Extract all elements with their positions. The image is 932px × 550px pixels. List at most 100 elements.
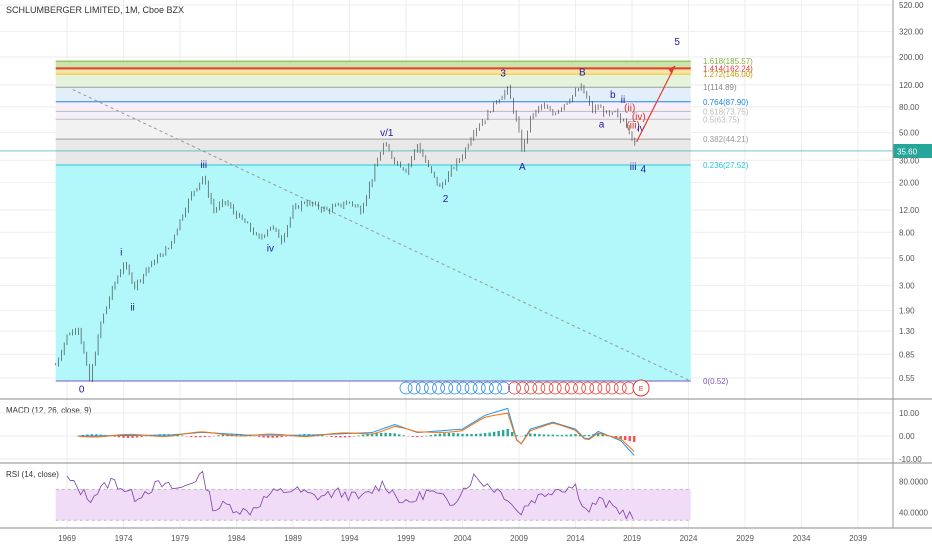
time-tick-label: 2014 xyxy=(567,534,585,543)
rsi-title: RSI (14, close) xyxy=(6,470,59,479)
cyan-zone xyxy=(55,164,691,382)
macd-histogram-bar xyxy=(492,431,496,437)
event-circle xyxy=(605,381,619,395)
price-tick-label: 3.00 xyxy=(899,282,915,291)
macd-histogram-bar xyxy=(86,434,89,437)
macd-histogram-bar xyxy=(488,432,491,437)
wave-label: 4 xyxy=(641,164,647,175)
macd-histogram-bar xyxy=(465,433,469,437)
event-circle xyxy=(540,381,554,395)
macd-histogram-bar xyxy=(370,433,374,437)
macd-histogram-bar xyxy=(257,436,261,437)
event-circle xyxy=(565,381,578,395)
macd-histogram-bar xyxy=(239,434,243,437)
time-tick-label: 2019 xyxy=(623,534,641,543)
macd-histogram-bar xyxy=(366,434,369,437)
macd-tick-label: -10.00 xyxy=(899,455,922,464)
price-tick-label: 12.00 xyxy=(899,206,920,215)
macd-histogram-bar xyxy=(388,433,392,437)
wave-label: ii xyxy=(621,95,625,106)
fib-label: 1.414(162.24) xyxy=(703,64,753,73)
event-circle xyxy=(472,381,486,395)
macd-histogram-bar xyxy=(343,436,347,438)
fib-label: 0.236(27.52) xyxy=(703,161,749,170)
time-tick-label: 2039 xyxy=(849,534,867,543)
macd-histogram-bar xyxy=(483,433,487,437)
macd-histogram-bar xyxy=(452,433,455,437)
price-tick-label: 520.00 xyxy=(899,1,924,10)
wave-label: B xyxy=(579,67,586,78)
macd-histogram-bar xyxy=(113,436,116,437)
fib-label: 0.764(87.90) xyxy=(703,98,749,107)
macd-histogram-bar xyxy=(614,436,618,439)
last-price-tag xyxy=(893,143,932,158)
zone-1272 xyxy=(55,68,691,75)
time-tick-label: 2029 xyxy=(736,534,754,543)
macd-histogram-bar xyxy=(624,436,627,441)
event-circle xyxy=(548,381,562,395)
macd-histogram-bar xyxy=(479,433,482,437)
event-circle xyxy=(613,381,627,395)
price-tick-label: 5.00 xyxy=(899,254,915,263)
event-circle xyxy=(399,381,413,395)
macd-histogram-bar xyxy=(122,436,125,438)
projection-arrow xyxy=(635,65,676,143)
event-circle xyxy=(448,381,462,395)
macd-histogram-bar xyxy=(542,434,546,437)
macd-histogram-bar xyxy=(587,434,591,437)
event-circle xyxy=(524,381,538,395)
macd-histogram-bar xyxy=(375,433,378,437)
time-tick-label: 1979 xyxy=(171,534,189,543)
macd-histogram-bar xyxy=(330,436,333,437)
macd-histogram-bar xyxy=(605,435,609,437)
macd-histogram-bar xyxy=(95,434,98,437)
macd-histogram-bar xyxy=(560,434,564,437)
fib-label: 1.618(185.57) xyxy=(703,57,753,66)
wave-label: a xyxy=(599,119,605,130)
macd-histogram-bar xyxy=(339,436,342,438)
macd-histogram-bar xyxy=(379,432,383,437)
event-circles: E xyxy=(399,379,650,397)
zone-0764 xyxy=(55,87,691,102)
macd-histogram-bar xyxy=(402,435,405,437)
macd-histogram-bar xyxy=(447,432,451,437)
macd-histogram-bar xyxy=(190,436,193,437)
fib-label: 0.5(63.75) xyxy=(703,115,740,124)
macd-histogram-bar xyxy=(556,434,559,437)
macd-histogram-bar xyxy=(574,434,577,437)
macd-histogram-bar xyxy=(619,436,622,439)
macd-histogram-bar xyxy=(352,436,356,437)
macd-histogram-bar xyxy=(443,433,446,437)
event-circle xyxy=(597,381,611,395)
macd-histogram-bar xyxy=(135,436,139,438)
macd-histogram-bar xyxy=(262,436,265,438)
macd-histogram-bar xyxy=(117,436,121,438)
wave-label: 3 xyxy=(500,68,506,79)
fib-label: 0(0.52) xyxy=(703,377,729,386)
rsi-tick-label: 40.0000 xyxy=(899,509,928,518)
time-tick-label: 1994 xyxy=(341,534,359,543)
wave-label: (iv) xyxy=(632,112,646,123)
macd-histogram-bar xyxy=(425,435,428,437)
price-tick-label: 80.00 xyxy=(899,103,920,112)
macd-line xyxy=(78,407,635,456)
macd-histogram-bar xyxy=(384,432,387,437)
wave-label: A xyxy=(519,162,526,173)
macd-histogram-bar xyxy=(511,431,514,437)
last-price-label: 35.60 xyxy=(897,147,918,156)
event-circle xyxy=(532,381,546,395)
macd-histogram-bar xyxy=(285,436,288,437)
macd-histogram-bar xyxy=(420,436,424,437)
macd-histogram-bar xyxy=(235,433,238,437)
macd-histogram-bar xyxy=(221,434,225,437)
time-tick-label: 2009 xyxy=(510,534,528,543)
macd-histogram-bar xyxy=(515,435,518,437)
macd-histogram-bar xyxy=(416,436,419,438)
event-circle xyxy=(432,381,445,395)
price-tick-label: 120.00 xyxy=(899,81,924,90)
wave-label: iv xyxy=(637,123,644,134)
